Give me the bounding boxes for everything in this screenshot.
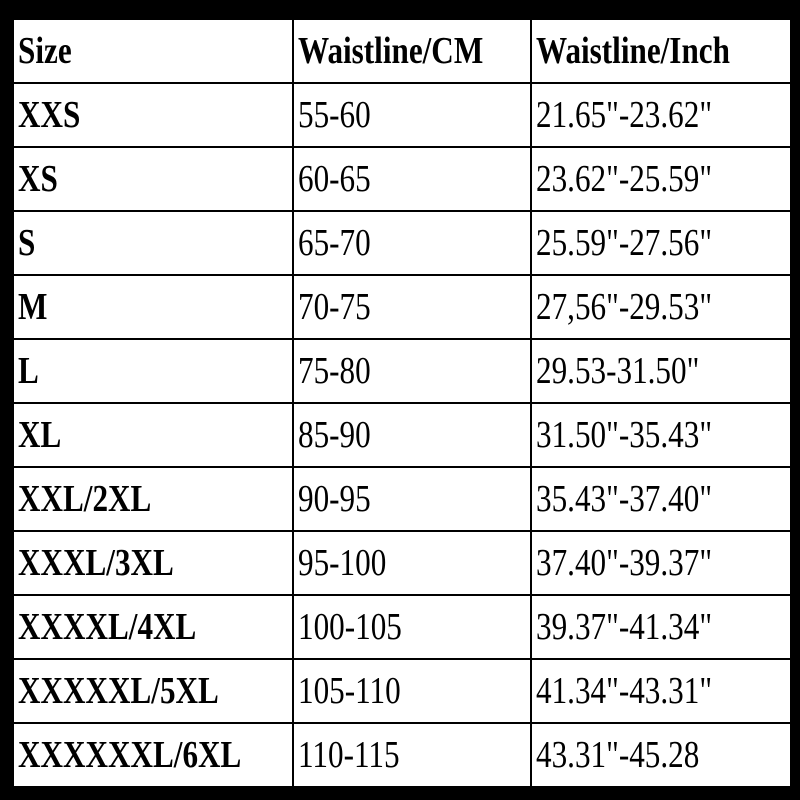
table-cell: 95-100: [294, 532, 532, 596]
cell-text: 75-80: [298, 350, 371, 392]
cell-text: 100-105: [298, 606, 402, 648]
table-cell: XXXXL/4XL: [14, 596, 294, 660]
table-cell: 41.34"-43.31": [532, 660, 792, 724]
cell-text: Waistline/CM: [298, 30, 484, 72]
cell-text: 25.59"-27.56": [536, 222, 713, 264]
cell-text: XXXXXL/5XL: [18, 670, 219, 712]
cell-text: 41.34"-43.31": [536, 670, 713, 712]
cell-text: L: [18, 350, 39, 392]
table-cell: 105-110: [294, 660, 532, 724]
table-cell: 21.65"-23.62": [532, 84, 792, 148]
cell-text: 90-95: [298, 478, 371, 520]
cell-text: 39.37"-41.34": [536, 606, 713, 648]
table-cell: 35.43"-37.40": [532, 468, 792, 532]
cell-text: 31.50"-35.43": [536, 414, 713, 456]
table-cell: XXXXXL/5XL: [14, 660, 294, 724]
table-cell: XS: [14, 148, 294, 212]
table-cell: 55-60: [294, 84, 532, 148]
table-cell: S: [14, 212, 294, 276]
table-cell: 65-70: [294, 212, 532, 276]
cell-text: XXL/2XL: [18, 478, 152, 520]
cell-text: 85-90: [298, 414, 371, 456]
table-cell: L: [14, 340, 294, 404]
cell-text: 27,56"-29.53": [536, 286, 713, 328]
table-cell: 31.50"-35.43": [532, 404, 792, 468]
table-cell: 23.62"-25.59": [532, 148, 792, 212]
cell-text: 65-70: [298, 222, 371, 264]
cell-text: Waistline/Inch: [536, 30, 730, 72]
header-cell: Waistline/Inch: [532, 20, 792, 84]
table-cell: 75-80: [294, 340, 532, 404]
cell-text: 23.62"-25.59": [536, 158, 713, 200]
header-cell: Size: [14, 20, 294, 84]
table-cell: 70-75: [294, 276, 532, 340]
cell-text: 35.43"-37.40": [536, 478, 713, 520]
cell-text: 55-60: [298, 94, 371, 136]
cell-text: 21.65"-23.62": [536, 94, 713, 136]
table-cell: 110-115: [294, 724, 532, 788]
cell-text: 105-110: [298, 670, 401, 712]
cell-text: 70-75: [298, 286, 371, 328]
table-cell: 85-90: [294, 404, 532, 468]
table-cell: XXS: [14, 84, 294, 148]
table-cell: 25.59"-27.56": [532, 212, 792, 276]
table-cell: XXL/2XL: [14, 468, 294, 532]
table-cell: 90-95: [294, 468, 532, 532]
table-cell: XXXL/3XL: [14, 532, 294, 596]
table-cell: XXXXXXL/6XL: [14, 724, 294, 788]
cell-text: XXS: [18, 94, 81, 136]
cell-text: 95-100: [298, 542, 387, 584]
cell-text: 37.40"-39.37": [536, 542, 713, 584]
table-cell: XL: [14, 404, 294, 468]
cell-text: 60-65: [298, 158, 371, 200]
table-cell: 60-65: [294, 148, 532, 212]
table-cell: 27,56"-29.53": [532, 276, 792, 340]
table-cell: 29.53-31.50": [532, 340, 792, 404]
cell-text: XL: [18, 414, 62, 456]
cell-text: Size: [18, 30, 72, 72]
cell-text: XXXXXXL/6XL: [18, 734, 242, 776]
cell-text: M: [18, 286, 48, 328]
table-cell: 39.37"-41.34": [532, 596, 792, 660]
cell-text: XXXL/3XL: [18, 542, 174, 584]
cell-text: 43.31"-45.28: [536, 734, 700, 776]
table-cell: M: [14, 276, 294, 340]
size-table: Size Waistline/CM Waistline/Inch XXS 55-60 21…: [12, 18, 792, 788]
table-cell: 37.40"-39.37": [532, 532, 792, 596]
cell-text: XXXXL/4XL: [18, 606, 197, 648]
table-cell: 100-105: [294, 596, 532, 660]
header-cell: Waistline/CM: [294, 20, 532, 84]
cell-text: S: [18, 222, 36, 264]
table-cell: 43.31"-45.28: [532, 724, 792, 788]
cell-text: 110-115: [298, 734, 400, 776]
cell-text: 29.53-31.50": [536, 350, 700, 392]
cell-text: XS: [18, 158, 58, 200]
